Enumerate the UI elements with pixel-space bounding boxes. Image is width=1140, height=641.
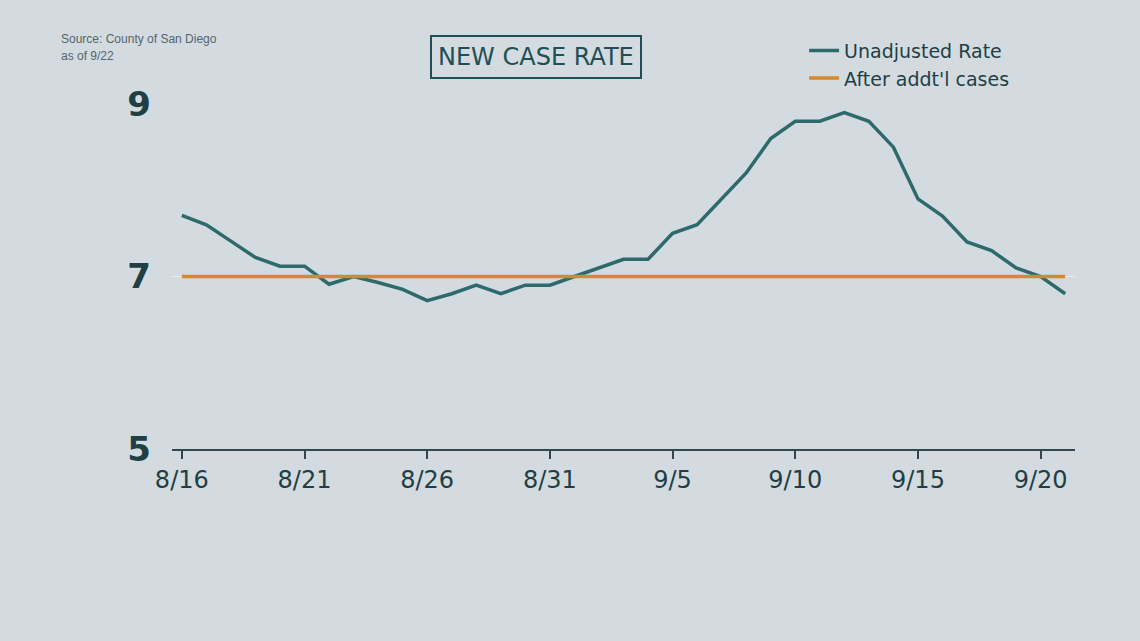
svg-text:9/10: 9/10 xyxy=(768,466,822,494)
svg-text:7: 7 xyxy=(127,256,151,296)
svg-text:as of 9/22: as of 9/22 xyxy=(61,49,114,63)
svg-text:8/21: 8/21 xyxy=(278,466,332,494)
svg-text:9: 9 xyxy=(127,84,151,124)
svg-text:8/31: 8/31 xyxy=(523,466,577,494)
svg-text:8/16: 8/16 xyxy=(155,466,209,494)
svg-text:9/20: 9/20 xyxy=(1014,466,1068,494)
svg-text:Unadjusted Rate: Unadjusted Rate xyxy=(844,40,1002,62)
svg-text:Source: County of San Diego: Source: County of San Diego xyxy=(61,32,217,46)
svg-text:After addt'l cases: After addt'l cases xyxy=(844,68,1009,90)
svg-text:9/15: 9/15 xyxy=(891,466,945,494)
svg-text:5: 5 xyxy=(127,429,151,469)
svg-text:NEW CASE RATE: NEW CASE RATE xyxy=(438,43,634,71)
svg-text:8/26: 8/26 xyxy=(400,466,454,494)
svg-text:9/5: 9/5 xyxy=(653,466,692,494)
